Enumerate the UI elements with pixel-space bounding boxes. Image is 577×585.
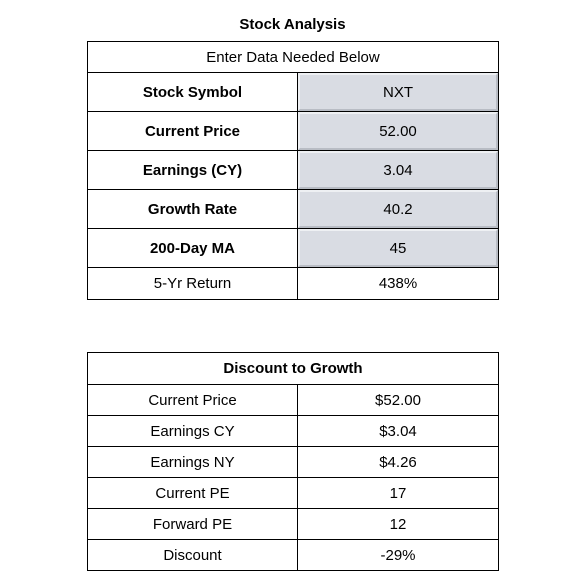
table-row: Earnings (CY) 3.04 <box>88 151 498 190</box>
row-label: Discount <box>88 540 298 570</box>
row-label: Forward PE <box>88 509 298 539</box>
row-label: Growth Rate <box>88 190 298 228</box>
row-label: Current Price <box>88 112 298 150</box>
table-caption: Discount to Growth <box>88 353 498 385</box>
table-row: Current Price $52.00 <box>88 385 498 415</box>
input-cell[interactable]: 52.00 <box>298 112 498 150</box>
row-label: Current Price <box>88 385 298 415</box>
value-cell: 438% <box>378 275 418 292</box>
row-label: 5-Yr Return <box>88 268 298 299</box>
input-table: Enter Data Needed Below Stock Symbol NXT C… <box>87 41 499 300</box>
table-row: 5-Yr Return 438% <box>88 268 498 299</box>
value-cell: -29% <box>380 546 416 564</box>
output-table: Discount to Growth Current Price $52.00 Ea… <box>87 352 499 571</box>
table-row: Stock Symbol NXT <box>88 73 498 112</box>
row-label: Current PE <box>88 478 298 508</box>
value-cell: $4.26 <box>379 453 417 471</box>
value-cell: 12 <box>389 515 407 533</box>
table-row: 200-Day MA 45 <box>88 229 498 268</box>
table-row: Growth Rate 40.2 <box>88 190 498 229</box>
row-label: Earnings CY <box>88 416 298 446</box>
table-row: Discount -29% <box>88 539 498 570</box>
input-cell[interactable]: 3.04 <box>298 151 498 189</box>
value-cell: 17 <box>389 484 407 502</box>
table-row: Earnings CY $3.04 <box>88 415 498 446</box>
table-row: Forward PE 12 <box>88 508 498 539</box>
input-cell[interactable]: NXT <box>298 73 498 111</box>
input-cell[interactable]: 40.2 <box>298 190 498 228</box>
row-label: Earnings NY <box>88 447 298 477</box>
value-cell: $3.04 <box>379 422 417 440</box>
table-row: Current PE 17 <box>88 477 498 508</box>
value-cell: $52.00 <box>375 391 421 409</box>
table-row: Current Price 52.00 <box>88 112 498 151</box>
title: Stock Analysis <box>239 16 346 33</box>
row-label: Earnings (CY) <box>88 151 298 189</box>
table-caption: Enter Data Needed Below <box>88 42 498 73</box>
input-cell[interactable]: 45 <box>298 229 498 267</box>
table-row: Earnings NY $4.26 <box>88 446 498 477</box>
row-label: 200-Day MA <box>88 229 298 267</box>
row-label: Stock Symbol <box>88 73 298 111</box>
